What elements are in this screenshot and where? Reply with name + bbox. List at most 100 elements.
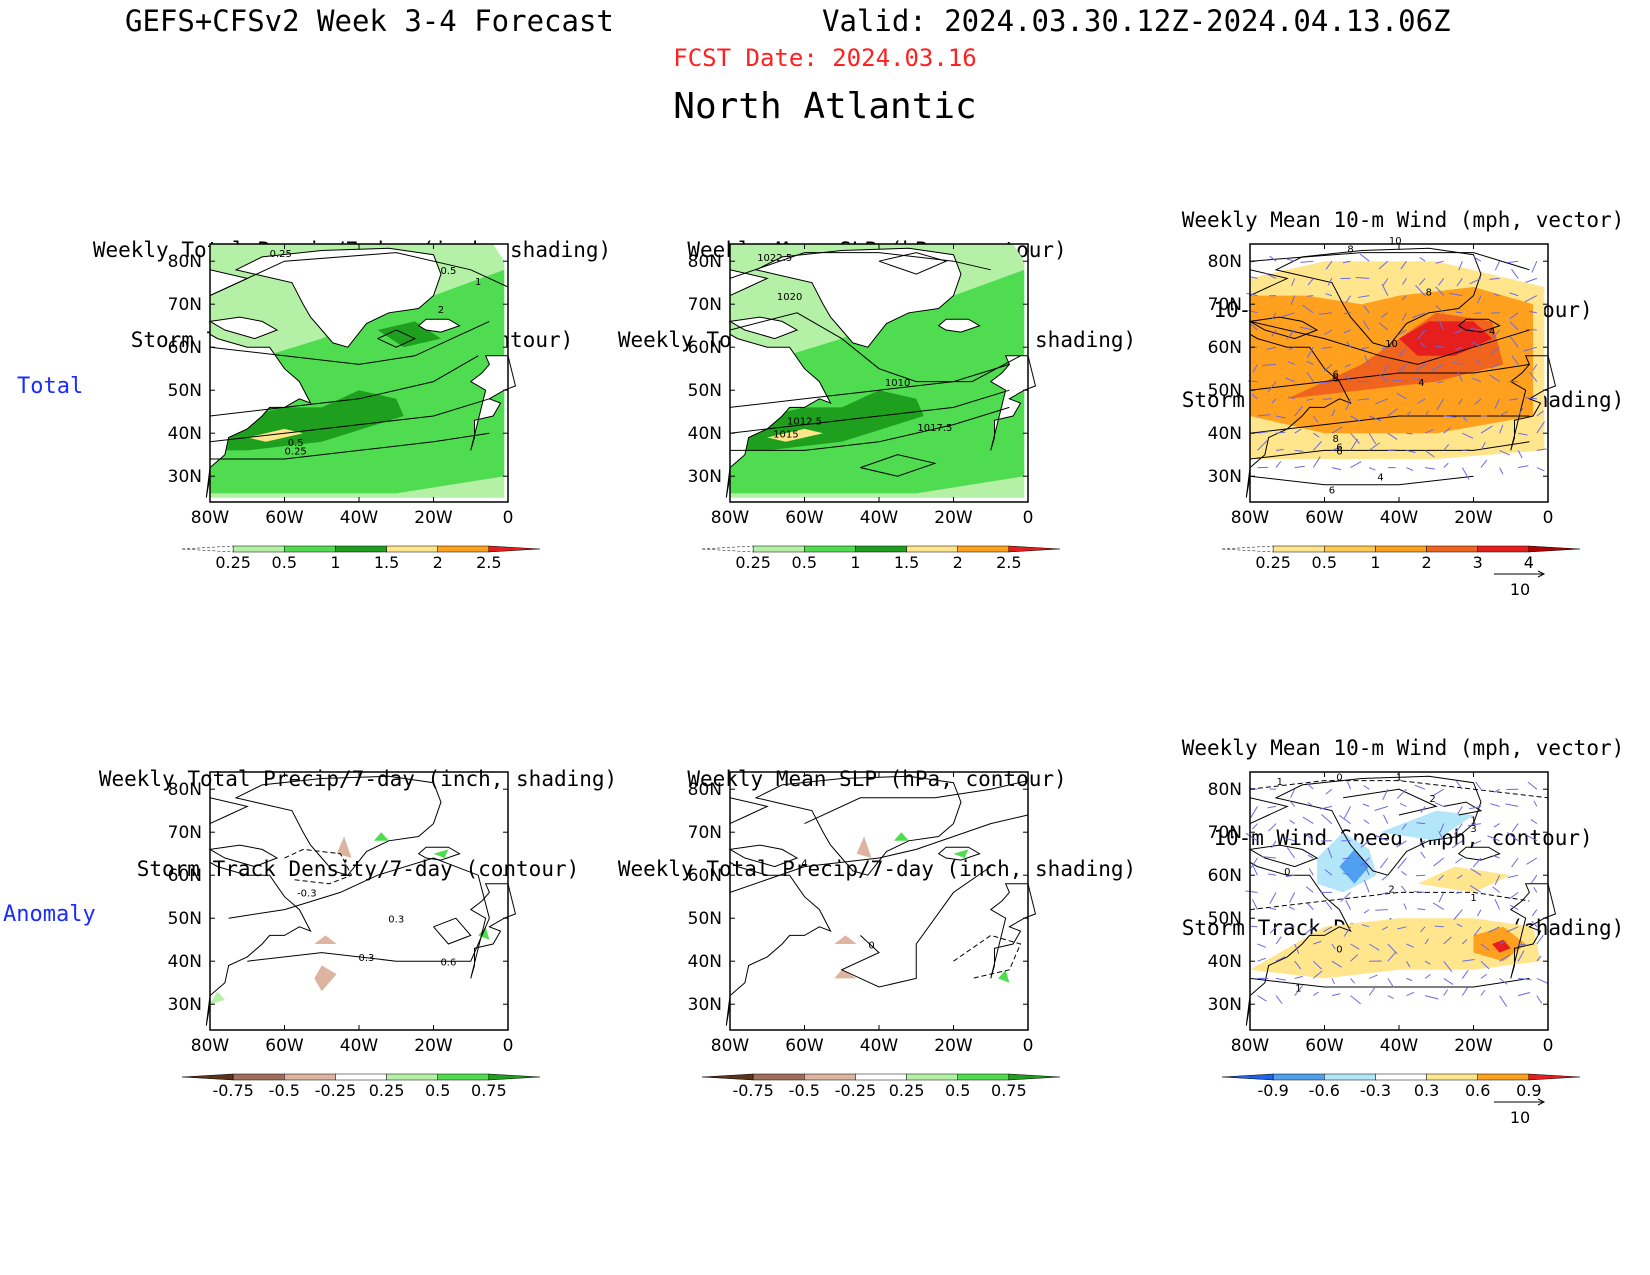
iceland-land	[937, 318, 981, 333]
colorbar-swatch	[855, 545, 907, 553]
greenland-land	[754, 775, 962, 876]
wind-vector	[1518, 943, 1527, 946]
wind-vector	[1267, 805, 1277, 809]
wind-vector	[1342, 260, 1351, 264]
lon-label: 20W	[1454, 508, 1493, 528]
panel-4-title-line2: Storm Track Density/7-day (contour)	[136, 857, 580, 881]
wind-vector	[1411, 312, 1426, 319]
wind-vector	[1536, 934, 1544, 945]
wind-vector	[1312, 441, 1322, 451]
colorbar-label: -0.25	[315, 1081, 356, 1100]
wind-vector	[1313, 432, 1320, 438]
wind-vector	[1533, 800, 1538, 807]
wind-vector	[1313, 991, 1319, 997]
wind-vector	[1424, 449, 1435, 458]
wind-vector	[1396, 788, 1407, 799]
contour-label: 4	[1418, 378, 1424, 389]
colorbar-swatch	[335, 545, 387, 553]
panel-4-title-line1: Weekly Total Precip/7-day (inch, shading…	[98, 767, 618, 791]
wind-vector	[1360, 840, 1370, 848]
colorbar-end	[181, 1073, 234, 1081]
wind-vector	[1457, 806, 1463, 815]
baffin-island-land	[728, 316, 799, 340]
lon-label: 60W	[265, 1036, 304, 1056]
wind-vector	[1361, 924, 1370, 928]
wind-vector	[1294, 428, 1302, 434]
lat-label: 40N	[688, 424, 722, 444]
track-anomaly-yellow	[1250, 918, 1541, 979]
wind-vector	[1350, 978, 1356, 984]
colorbar-label: -0.75	[212, 1081, 253, 1100]
wind-vector	[1285, 874, 1295, 877]
wind-vector	[1420, 851, 1426, 859]
slp-contour	[878, 252, 948, 275]
lat-label: 70N	[168, 295, 202, 315]
wind-vector	[1406, 943, 1414, 948]
colorbar-label: 0.5	[945, 1081, 970, 1100]
contour-label: 4	[1377, 473, 1383, 484]
wind-vector	[1432, 788, 1444, 797]
wind-vector	[1350, 432, 1360, 444]
wind-vector	[1415, 285, 1426, 296]
precip-anomaly-brown	[834, 969, 857, 979]
wind-vector	[1325, 788, 1333, 795]
storm-track-contour	[377, 329, 417, 348]
wind-vector	[1387, 432, 1398, 440]
wind-vector	[1461, 969, 1469, 979]
precip-anomaly-green	[953, 849, 969, 858]
wind-vector	[1449, 292, 1463, 297]
wind-vector	[1494, 898, 1501, 910]
forecast-title: GEFS+CFSv2 Week 3-4 Forecast	[125, 4, 614, 38]
wind-vector	[1312, 960, 1322, 970]
panel-4-title: Weekly Total Precip/7-day (inch, shading…	[78, 704, 638, 914]
wind-vector	[1331, 409, 1336, 417]
wind-vector	[1509, 336, 1519, 348]
slp-anomaly-contour	[840, 866, 992, 988]
wind-vector	[1472, 341, 1482, 348]
colorbar: 0.25 0.5 1 1.5 2 2.5	[701, 545, 1061, 572]
lon-label: 20W	[934, 1036, 973, 1056]
slp-anomaly-contour	[953, 934, 1022, 979]
wind-vector	[1345, 900, 1352, 910]
wind-vector	[1304, 926, 1314, 935]
wind-vector	[1434, 802, 1444, 807]
wind-vector	[1269, 926, 1277, 934]
contour-label: 6	[1336, 447, 1342, 458]
lon-label: 60W	[265, 508, 304, 528]
wind-vector	[1307, 802, 1314, 807]
wind-vector	[1327, 847, 1333, 859]
lat-label: 80N	[168, 252, 202, 272]
wind-vector	[1285, 377, 1295, 383]
storm-anomaly-contour	[284, 848, 353, 885]
contour-label: 10	[1389, 236, 1402, 247]
iceland-land	[937, 846, 981, 861]
colorbar: -0.9 -0.6 -0.3 0.3 0.6 0.9	[1221, 1073, 1581, 1100]
wind-vector	[1480, 960, 1490, 970]
wind-vector	[1477, 909, 1482, 917]
slp-contour	[729, 389, 1010, 434]
wind-vector	[1414, 890, 1426, 893]
wind-vector	[1325, 260, 1333, 270]
wind-vector	[1536, 448, 1547, 451]
wind-vector	[1281, 312, 1295, 318]
wind-vector	[1499, 954, 1511, 962]
wind-vector	[1474, 398, 1482, 405]
wind-speed-contour	[1249, 320, 1530, 365]
wind-vector	[1436, 398, 1445, 411]
colorbar-label: 0.25	[369, 1081, 405, 1100]
wind-vector	[1438, 892, 1445, 903]
wind-vector	[1492, 855, 1500, 859]
wind-vector	[1331, 426, 1343, 434]
panel-4-map: -0.3 0.3 0.3 0.6 80N 70N 60N 50N 40N 30N 80W 60W 40W…	[168, 771, 541, 1100]
colorbar-label: -0.5	[789, 1081, 820, 1100]
wind-vector	[1368, 943, 1380, 951]
wind-vector	[1379, 857, 1389, 869]
lat-label: 60N	[168, 338, 202, 358]
wind-vector	[1350, 954, 1359, 962]
wind-vector	[1475, 358, 1482, 365]
wind-vector	[1494, 874, 1501, 885]
lon-label: 60W	[1305, 508, 1344, 528]
wind-vector	[1275, 956, 1286, 962]
lon-label: 80W	[1231, 1036, 1270, 1056]
